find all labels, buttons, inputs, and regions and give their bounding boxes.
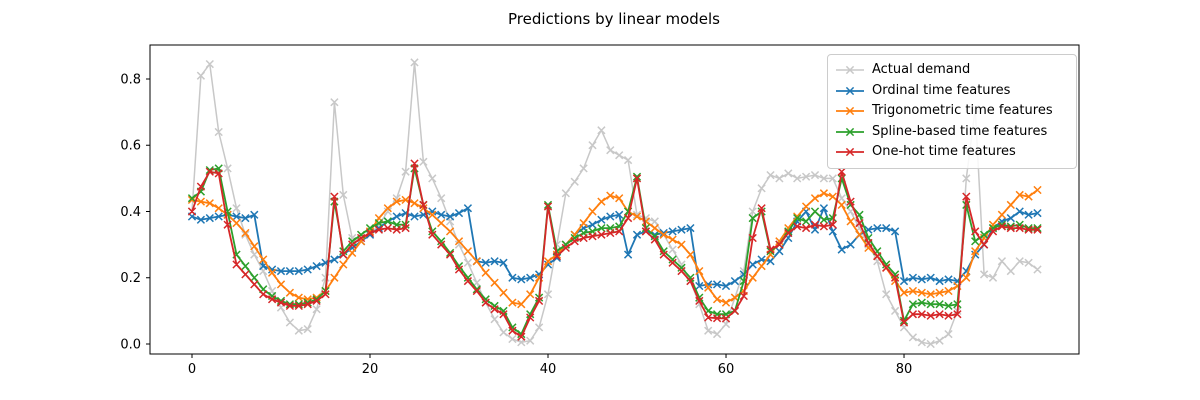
series-line-1 [191,61,1039,345]
series-line-2 [191,207,1039,287]
legend: Actual demand Ordinal time features Trigon… [827,54,1077,169]
series-markers-2 [187,204,1042,291]
series-markers-5 [187,159,1042,341]
legend-label: One-hot time features [872,144,1016,160]
legend-label: Spline-based time features [872,123,1048,139]
y-axis-tick-label: 0.0 [120,337,141,352]
y-axis-tick-label: 0.4 [120,205,141,220]
y-axis-tick-label: 0.8 [120,72,141,87]
x-axis-tick-label: 20 [362,362,379,377]
axes-spines [149,44,1080,355]
chart-title: Predictions by linear models [508,10,720,28]
series-line-4 [191,167,1039,336]
legend-line-sample-icon [836,107,864,116]
legend-label: Trigonometric time features [872,103,1053,119]
legend-label: Actual demand [872,62,971,78]
legend-line-sample-icon [836,127,864,136]
legend-label: Ordinal time features [872,82,1011,98]
series-markers-3 [187,185,1042,309]
y-axis-tick-label: 0.2 [120,271,141,286]
x-axis-tick-label: 0 [188,362,196,377]
legend-item-4: Spline-based time features [835,122,1067,143]
legend-item-2: Ordinal time features [835,81,1067,102]
legend-line-sample-icon [836,66,864,75]
legend-item-3: Trigonometric time features [835,101,1067,122]
series-line-5 [191,162,1039,338]
series-line-3 [191,189,1039,306]
y-axis-tick-label: 0.6 [120,139,141,154]
x-axis-tick-label: 40 [540,362,557,377]
legend-line-sample-icon [836,148,864,157]
plot-area: 0 20 40 60 80 0.0 0.2 0.4 0.6 0.8 [120,44,1080,377]
x-axis-tick-label: 60 [718,362,735,377]
series-markers-4 [187,164,1042,339]
legend-line-sample-icon [836,86,864,95]
legend-item-5: One-hot time features [835,142,1067,163]
x-axis-tick-label: 80 [896,362,913,377]
legend-item-1: Actual demand [835,60,1067,81]
